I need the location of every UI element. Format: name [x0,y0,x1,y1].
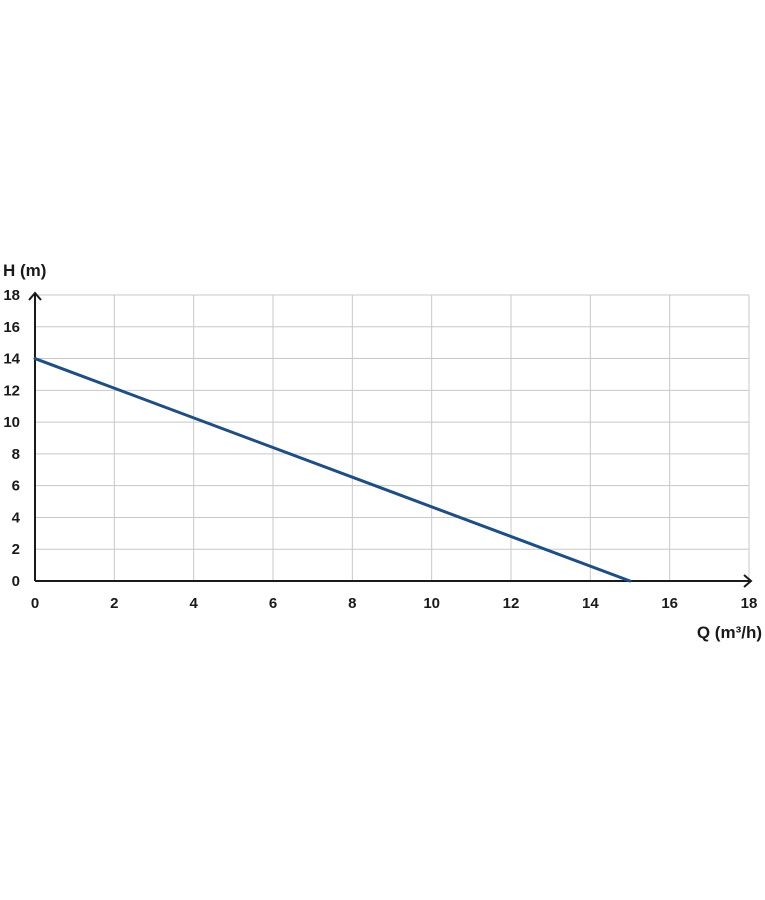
x-tick-label: 14 [582,595,599,612]
y-tick-label: 4 [12,509,21,526]
x-tick-label: 8 [348,595,356,612]
y-tick-label: 2 [12,541,20,558]
y-tick-labels: 0 2 4 6 8 10 12 14 16 18 [3,287,20,590]
x-tick-label: 6 [269,595,277,612]
x-tick-label: 10 [423,595,440,612]
x-tick-labels: 0 2 4 6 8 10 12 14 16 18 [31,595,758,612]
y-axis-arrow [28,291,42,301]
y-tick-label: 14 [3,351,20,368]
axes [28,291,753,588]
y-tick-label: 8 [12,446,20,463]
x-axis-arrow [743,574,753,588]
y-tick-label: 16 [3,319,20,336]
y-tick-label: 12 [3,382,20,399]
y-tick-label: 10 [3,414,20,431]
series-line [33,357,632,583]
x-tick-label: 0 [31,595,39,612]
y-tick-label: 0 [12,573,20,590]
y-tick-label: 6 [12,478,20,495]
x-tick-label: 2 [110,595,118,612]
y-axis-title: H (m) [3,261,46,280]
x-tick-label: 16 [661,595,678,612]
x-tick-label: 4 [189,595,198,612]
x-tick-label: 12 [503,595,520,612]
grid [34,294,750,582]
x-tick-label: 18 [741,595,758,612]
y-tick-label: 18 [3,287,20,304]
x-axis-title: Q (m³/h) [697,623,762,642]
series-group [33,357,632,583]
